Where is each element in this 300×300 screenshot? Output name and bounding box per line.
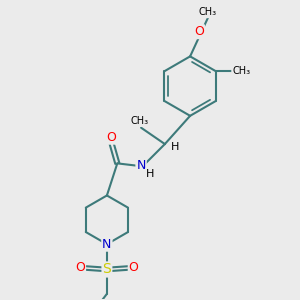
Text: H: H bbox=[146, 169, 154, 179]
Text: N: N bbox=[102, 238, 112, 251]
Text: N: N bbox=[136, 159, 146, 172]
Text: CH₃: CH₃ bbox=[130, 116, 149, 126]
Text: O: O bbox=[106, 131, 116, 144]
Text: CH₃: CH₃ bbox=[232, 66, 250, 76]
Text: O: O bbox=[194, 25, 204, 38]
Text: O: O bbox=[75, 262, 85, 275]
Text: O: O bbox=[129, 262, 139, 275]
Text: S: S bbox=[103, 262, 111, 277]
Text: CH₃: CH₃ bbox=[199, 8, 217, 17]
Text: H: H bbox=[171, 142, 179, 152]
